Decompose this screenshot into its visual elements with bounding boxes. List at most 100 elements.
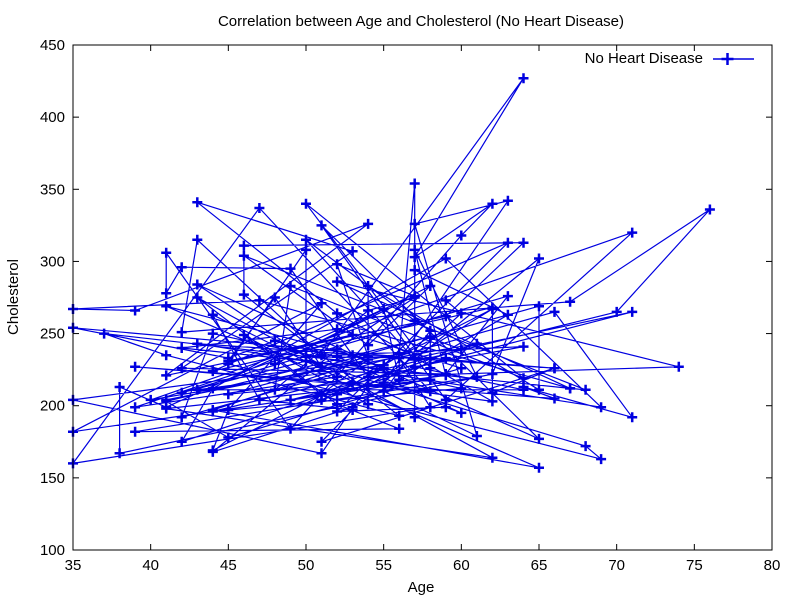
data-point [456, 230, 467, 241]
data-point [534, 384, 544, 395]
x-tick-label: 65 [531, 557, 548, 574]
x-tick-label: 45 [220, 557, 237, 574]
data-point [409, 354, 420, 365]
data-point [161, 402, 172, 413]
data-point [580, 384, 591, 395]
data-point [161, 288, 172, 299]
data-point [161, 301, 172, 312]
y-tick-label: 200 [40, 398, 65, 415]
data-point [316, 436, 327, 447]
data-point [673, 361, 684, 372]
legend-marker [721, 53, 734, 65]
data-point [301, 234, 311, 245]
data-point [409, 291, 420, 302]
plot-frame [72, 44, 773, 551]
data-point [534, 253, 544, 264]
data-point [332, 399, 343, 410]
data-point [549, 363, 560, 374]
x-tick-label: 75 [686, 557, 703, 574]
data-point [99, 328, 110, 339]
data-point [627, 227, 638, 238]
data-point [518, 373, 529, 384]
data-point [130, 361, 141, 372]
data-point [192, 338, 203, 349]
data-point [518, 73, 529, 84]
x-tick-label: 55 [375, 557, 392, 574]
data-point [301, 244, 311, 255]
data-point [440, 253, 451, 264]
data-point [580, 441, 591, 452]
data-point [176, 436, 187, 447]
data-point [254, 394, 265, 405]
data-point [145, 394, 156, 405]
data-point [207, 406, 218, 417]
data-point [269, 292, 280, 303]
data-point [238, 289, 249, 300]
data-point [549, 393, 560, 404]
data-point [176, 387, 187, 398]
data-point [238, 250, 249, 261]
data-point [223, 389, 234, 400]
x-tick-label: 35 [65, 557, 82, 574]
data-point [176, 343, 187, 353]
data-point [502, 309, 513, 320]
data-point [394, 423, 405, 434]
data-point [425, 281, 436, 291]
data-point [192, 292, 203, 303]
data-point [347, 350, 358, 361]
data-point [161, 370, 172, 381]
data-point [471, 338, 482, 349]
data-point [409, 252, 420, 263]
data-point [316, 448, 327, 459]
data-point [440, 295, 451, 306]
data-point [378, 377, 389, 388]
data-point [332, 324, 343, 335]
data-point [114, 382, 125, 392]
data-point [518, 341, 529, 352]
data-point [425, 402, 436, 413]
x-tick-label: 80 [764, 557, 781, 574]
data-point [192, 234, 203, 245]
data-point [704, 204, 715, 215]
data-point [176, 412, 187, 423]
data-point [502, 195, 513, 206]
y-tick-label: 100 [40, 542, 65, 559]
data-point [425, 374, 436, 385]
data-point [285, 281, 296, 291]
data-point [487, 304, 498, 314]
data-point [394, 374, 405, 385]
data-point [456, 308, 467, 319]
data-point [409, 315, 420, 326]
y-tick-label: 250 [40, 326, 65, 343]
data-point [238, 240, 249, 251]
data-point [394, 353, 405, 364]
data-point [332, 389, 343, 400]
x-axis: 35 40 45 50 55 60 65 70 75 80 [65, 45, 781, 574]
data-point [207, 328, 218, 339]
data-point [378, 386, 389, 397]
data-point [487, 369, 498, 379]
data-point [223, 432, 234, 443]
data-point [487, 387, 498, 398]
data-point [363, 399, 374, 410]
data-point [176, 262, 187, 273]
legend: No Heart Disease [585, 50, 754, 67]
data-point [440, 369, 451, 379]
data-point [285, 394, 296, 405]
data-point [285, 423, 296, 434]
data-point [534, 433, 544, 444]
data-point [207, 383, 218, 394]
data-point [269, 384, 280, 395]
data-point [565, 296, 576, 307]
data-point [456, 407, 467, 418]
data-point [207, 445, 218, 456]
data-point [502, 237, 513, 248]
data-point [534, 462, 544, 473]
data-point [363, 371, 374, 382]
data-point [425, 325, 436, 336]
data-point [409, 218, 420, 229]
data-point [394, 410, 405, 421]
data-point [161, 247, 172, 258]
data-point [363, 281, 374, 291]
data-point [238, 330, 249, 340]
